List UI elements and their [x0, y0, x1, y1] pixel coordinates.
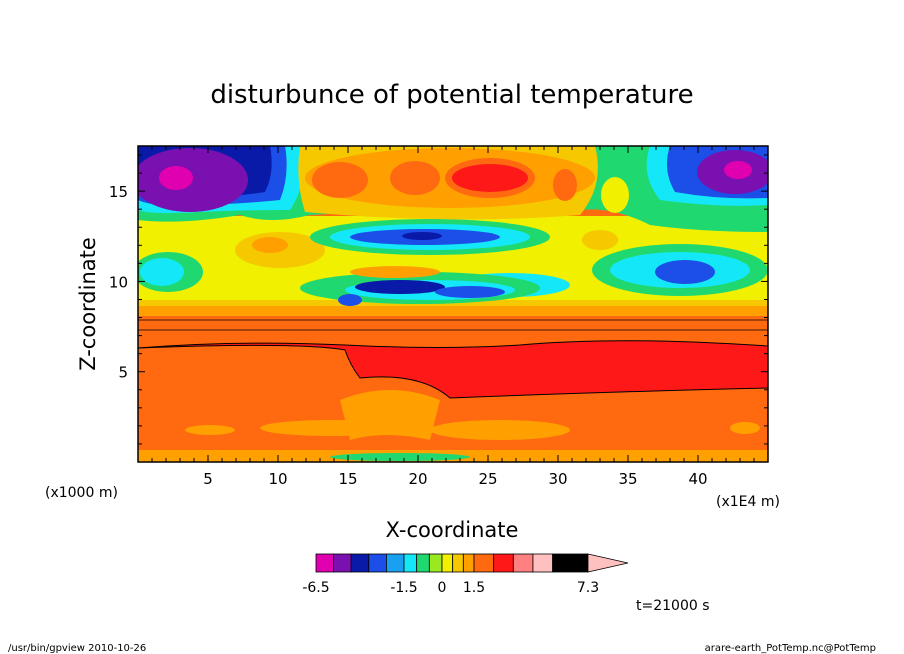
y-axis: 5 10 15 — [109, 154, 768, 445]
x-axis: 5 10 15 20 25 30 35 40 — [151, 146, 755, 488]
plot-area — [138, 146, 768, 462]
colorbar-segment — [473, 553, 495, 573]
colorbar-segment — [452, 553, 464, 573]
hot-core — [452, 164, 528, 192]
x-tick-label: 20 — [408, 470, 427, 488]
colorbar-segment — [403, 553, 418, 573]
colorbar-segment — [333, 553, 352, 573]
colorbar-segment — [350, 553, 370, 573]
colorbar-segment — [552, 553, 589, 573]
magenta-cell — [159, 166, 193, 190]
warm-cell — [601, 177, 629, 213]
low-speckle — [430, 420, 570, 440]
colorbar — [315, 553, 629, 573]
warm-core — [553, 169, 577, 201]
y-tick-label: 5 — [118, 364, 128, 382]
warm-core — [390, 161, 440, 195]
plot-frame — [137, 145, 769, 463]
cold-cell — [355, 280, 445, 294]
colorbar-segment — [441, 553, 454, 573]
x-tick-label: 40 — [688, 470, 707, 488]
blue-cell — [655, 260, 715, 284]
footer-left: /usr/bin/gpview 2010-10-26 — [8, 643, 146, 654]
cold-cell — [402, 232, 442, 240]
colorbar-segment — [532, 553, 554, 573]
x-tick-label: 35 — [618, 470, 637, 488]
warm-cell — [582, 230, 618, 250]
colorbar-tick-label: 7.3 — [577, 580, 599, 596]
stratified-layer — [138, 306, 768, 316]
x-tick-label: 15 — [338, 470, 357, 488]
colorbar-segment — [493, 553, 514, 573]
colorbar-segment — [428, 553, 443, 573]
low-speckle — [730, 422, 760, 434]
warm-cell — [252, 237, 288, 253]
colorbar-tick-label: 1.5 — [463, 580, 485, 596]
x-tick-label: 5 — [203, 470, 213, 488]
y-tick-label: 15 — [109, 183, 128, 201]
y-tick-label: 10 — [109, 273, 128, 291]
colorbar-tick-label: 0 — [438, 580, 447, 596]
colorbar-segment — [462, 553, 475, 573]
low-mound — [340, 390, 440, 440]
chart-title: disturbunce of potential temperature — [210, 80, 693, 110]
colorbar-segment — [368, 553, 387, 573]
time-label: t=21000 s — [636, 598, 710, 614]
y-unit-label: (x1000 m) — [45, 485, 118, 501]
colorbar-segment — [512, 553, 534, 573]
cold-cell — [435, 286, 505, 298]
warm-core — [312, 162, 368, 198]
x-tick-label: 10 — [268, 470, 287, 488]
colorbar-tick-label: -6.5 — [302, 580, 329, 596]
x-tick-label: 25 — [478, 470, 497, 488]
purple-cell — [138, 148, 248, 212]
footer-right: arare-earth_PotTemp.nc@PotTemp — [705, 643, 876, 654]
colorbar-extension — [587, 553, 629, 573]
colorbar-tick-label: -1.5 — [390, 580, 417, 596]
low-speckle — [185, 425, 235, 435]
magenta-cell — [724, 161, 752, 179]
colorbar-segment — [385, 553, 405, 573]
surface-cell — [330, 453, 470, 461]
colorbar-ticks: -6.5 -1.5 0 1.5 7.3 — [302, 580, 599, 596]
y-axis-label: Z-coordinate — [76, 237, 100, 371]
x-unit-label: (x1E4 m) — [716, 494, 780, 510]
colorbar-segment — [416, 553, 430, 573]
x-axis-label: X-coordinate — [386, 518, 519, 542]
contour-line — [138, 340, 768, 349]
warm-strip — [350, 266, 440, 278]
red-band — [138, 340, 768, 398]
contour-line — [138, 344, 768, 399]
colorbar-segment — [315, 553, 335, 573]
x-tick-label: 30 — [548, 470, 567, 488]
cyan-cell — [140, 258, 184, 286]
cold-cell — [338, 294, 362, 306]
